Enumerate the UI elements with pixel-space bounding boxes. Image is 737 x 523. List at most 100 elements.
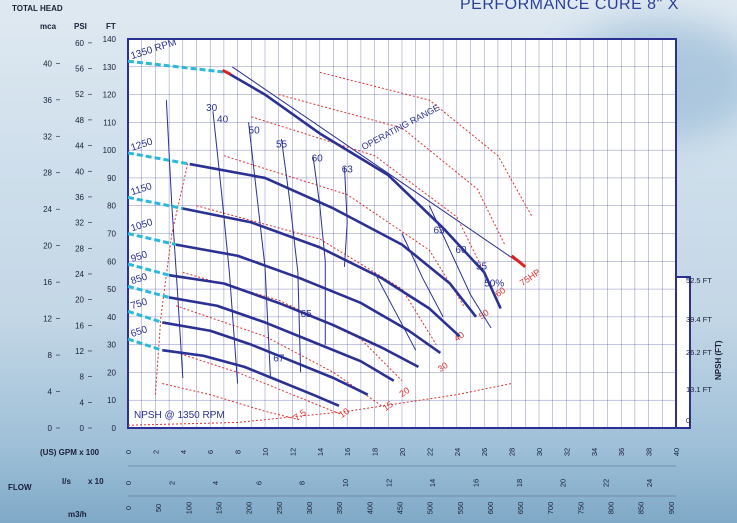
x-tick-gpm: 32 (562, 448, 571, 456)
power-curve (251, 116, 485, 273)
speed-label: 950 (130, 249, 150, 265)
power-curve (278, 94, 506, 245)
speed-curve-extension (127, 309, 163, 324)
power-curve (196, 205, 437, 345)
y-tick-ft: 40 (107, 313, 116, 322)
efficiency-label: 67 (273, 353, 285, 364)
y-tick-psi: 24 (75, 270, 84, 279)
psi-column-label: PSI (74, 22, 87, 31)
x-tick-gpm: 40 (672, 448, 681, 456)
efficiency-curve (428, 205, 492, 329)
flow-label: FLOW (8, 483, 32, 492)
y-tick-ft: 50 (107, 285, 116, 294)
y-tick-ft: 70 (107, 230, 116, 239)
power-label: 15 (381, 399, 395, 413)
power-label: 60 (493, 285, 507, 299)
x-tick-gpm: 22 (425, 448, 434, 456)
npsh-tick: 13.1 FT (686, 385, 712, 394)
efficiency-label: 40 (217, 114, 229, 125)
page-title: PERFORMANCE CURE 8" X (460, 0, 679, 13)
speed-curve (168, 273, 420, 369)
efficiency-label: 60 (312, 153, 324, 164)
efficiency-label: 55 (476, 262, 488, 273)
npsh-tick: 39.4 FT (686, 315, 712, 324)
x-tick-gpm: 2 (151, 450, 160, 454)
x-tick-gpm: 26 (480, 448, 489, 456)
speed-label: 650 (130, 324, 150, 340)
power-curve (319, 71, 533, 218)
speed-curve-extension (127, 195, 184, 210)
x-tick-ls: 14 (428, 479, 437, 487)
y-tick-ft: 80 (107, 202, 116, 211)
y-tick-psi: 8 (80, 373, 85, 382)
x-tick-gpm: 8 (234, 450, 243, 454)
x-tick-m3h: 400 (365, 502, 374, 515)
y-tick-mca: 36 (43, 96, 52, 105)
y-tick-psi: 4 (80, 398, 85, 407)
x-tick-ls: 6 (254, 481, 263, 485)
curve-end-marker (221, 69, 232, 76)
y-tick-psi: 20 (75, 296, 84, 305)
efficiency-curve (312, 155, 326, 345)
y-tick-psi: 36 (75, 193, 84, 202)
power-curve (223, 155, 465, 307)
y-tick-ft: 90 (107, 174, 116, 183)
x-tick-gpm: 24 (453, 448, 462, 456)
x-tick-m3h: 350 (335, 502, 344, 515)
y-tick-psi: 16 (75, 321, 84, 330)
x-tick-ls: 22 (602, 479, 611, 487)
mca-column-label: mca (40, 22, 57, 31)
operating-range-end (510, 254, 527, 269)
x-tick-m3h: 500 (426, 502, 435, 515)
efficiency-label: 50% (484, 278, 504, 289)
speed-curve-extension (127, 59, 227, 74)
npsh-tick: 0 (686, 416, 690, 425)
ls-multiplier-label: x 10 (88, 477, 104, 486)
x-tick-m3h: 750 (576, 502, 585, 515)
efficiency-label: 60 (455, 245, 467, 256)
y-tick-ft: 110 (103, 118, 116, 127)
x-tick-ls: 4 (211, 481, 220, 485)
x-tick-ls: 2 (167, 481, 176, 485)
y-tick-ft: 30 (107, 341, 116, 350)
x-tick-m3h: 900 (667, 502, 676, 515)
x-tick-gpm: 34 (590, 448, 599, 456)
efficiency-curve (374, 272, 417, 351)
speed-curve-extension (127, 284, 170, 299)
x-tick-gpm: 10 (261, 448, 270, 456)
x-tick-m3h: 800 (607, 502, 616, 515)
speed-curve-extension (127, 262, 170, 277)
y-tick-ft: 0 (112, 424, 117, 433)
x-tick-m3h: 250 (275, 502, 284, 515)
speed-curve (162, 321, 369, 396)
y-tick-mca: 12 (43, 315, 52, 324)
efficiency-curve (280, 138, 302, 373)
power-label: 10 (337, 406, 351, 420)
y-tick-psi: 48 (75, 116, 84, 125)
y-tick-mca: 28 (43, 169, 52, 178)
x-tick-m3h: 850 (637, 502, 646, 515)
operating-range-line (231, 66, 518, 262)
x-tick-ls: 24 (645, 479, 654, 487)
y-tick-ft: 10 (107, 396, 116, 405)
speed-curve (168, 296, 395, 382)
x-tick-m3h: 0 (124, 506, 133, 510)
y-tick-psi: 56 (75, 65, 84, 74)
npsh-tick: 26.2 FT (686, 348, 712, 357)
y-tick-mca: 16 (43, 278, 52, 287)
speed-curve-extension (127, 151, 190, 166)
ft-column-label: FT (106, 22, 116, 31)
y-tick-psi: 12 (75, 347, 84, 356)
x-tick-gpm: 36 (617, 448, 626, 456)
npsh-curve (127, 383, 512, 426)
x-tick-gpm: 4 (179, 450, 188, 454)
y-tick-psi: 28 (75, 244, 84, 253)
x-tick-m3h: 300 (305, 502, 314, 515)
x-tick-m3h: 650 (516, 502, 525, 515)
x-tick-m3h: 550 (456, 502, 465, 515)
speed-curve-extension (127, 232, 177, 247)
x-tick-gpm: 0 (124, 450, 133, 454)
power-curve (168, 349, 341, 415)
y-tick-psi: 32 (75, 219, 84, 228)
